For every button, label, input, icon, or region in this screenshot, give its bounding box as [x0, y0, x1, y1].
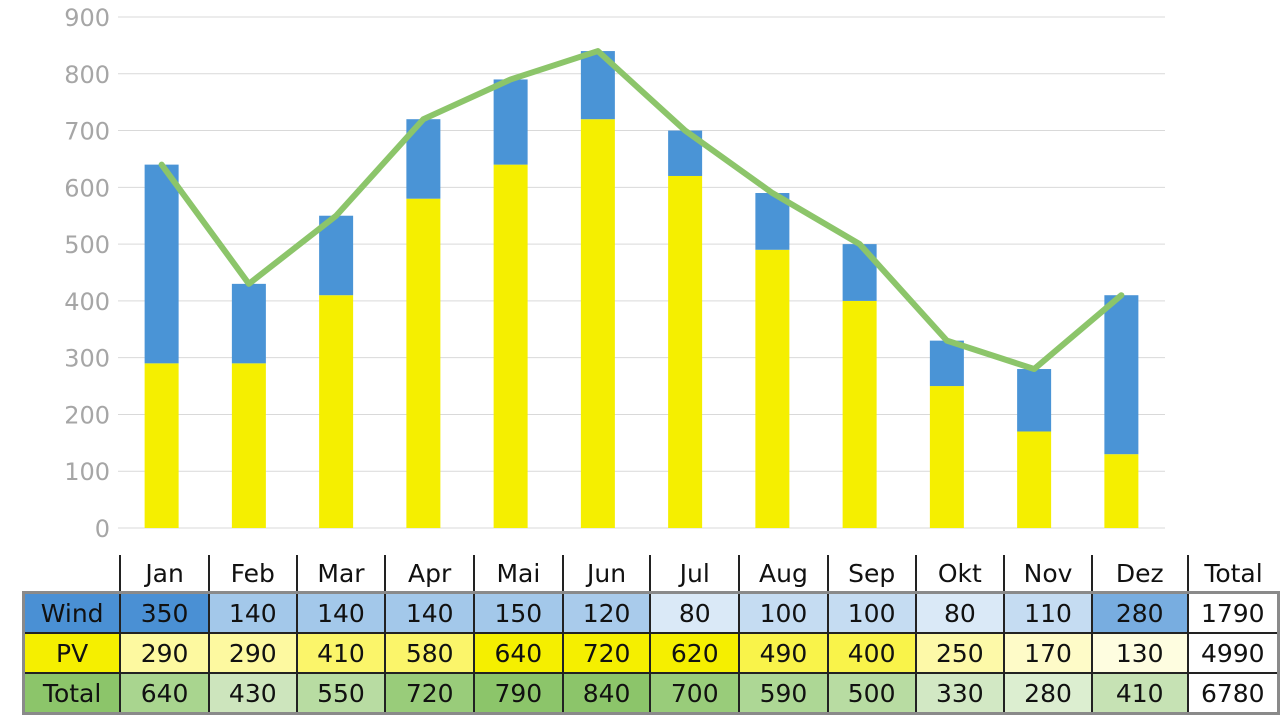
- bar-wind-mai: [493, 79, 528, 165]
- table-cell: 140: [384, 591, 476, 634]
- table-cell: 80: [649, 591, 741, 634]
- bar-wind-mar: [319, 215, 354, 296]
- table-cell: 410: [295, 632, 387, 674]
- table-cell: 840: [561, 672, 652, 715]
- table-cell: 100: [738, 591, 829, 634]
- table-cell: 500: [826, 672, 917, 715]
- bar-wind-jan: [144, 164, 179, 364]
- y-tick-label: 800: [64, 61, 110, 89]
- table-cell: 790: [473, 672, 564, 715]
- table-cell: 590: [738, 672, 829, 715]
- row-total: 4990: [1186, 632, 1280, 674]
- column-header: Jun: [561, 555, 651, 593]
- column-header: Dez: [1090, 555, 1188, 593]
- column-header: Nov: [1003, 555, 1092, 593]
- column-header: Jul: [649, 555, 740, 593]
- bar-pv-dez: [1104, 454, 1139, 528]
- table-cell: 640: [119, 672, 210, 715]
- column-header: Sep: [826, 555, 916, 593]
- bar-pv-mar: [319, 295, 354, 528]
- row-label: PV: [22, 632, 122, 674]
- y-tick-label: 500: [64, 231, 110, 259]
- bar-pv-aug: [755, 249, 790, 529]
- bar-pv-apr: [406, 198, 441, 528]
- row-label: Wind: [22, 591, 122, 634]
- table-cell: 490: [738, 632, 829, 674]
- bar-wind-feb: [231, 283, 266, 364]
- column-header: Apr: [384, 555, 475, 593]
- row-total: 1790: [1186, 591, 1280, 634]
- row-total: 6780: [1186, 672, 1280, 715]
- bar-pv-nov: [1017, 431, 1052, 528]
- table-cell: 130: [1090, 632, 1189, 674]
- table-row-wind: Wind 350 140 140 140 150 120 80 100 100 80 110 280 17…: [22, 591, 1280, 634]
- table-cell: 400: [826, 632, 917, 674]
- y-tick-label: 200: [64, 401, 110, 429]
- table-cell: 290: [207, 632, 298, 674]
- table-cell: 80: [914, 591, 1006, 634]
- bar-pv-mai: [493, 164, 528, 528]
- table-cell: 280: [1090, 591, 1189, 634]
- table-cell: 100: [826, 591, 917, 634]
- table-cell: 700: [649, 672, 741, 715]
- table-cell: 350: [119, 591, 210, 634]
- bar-wind-sep: [842, 244, 877, 301]
- table-cell: 580: [384, 632, 476, 674]
- table-cell: 410: [1090, 672, 1189, 715]
- stacked-bar-line-chart: 0 100 200 300 400 500 600 700 800 900: [64, 4, 1165, 543]
- table-header-row: Jan Feb Mar Apr Mai Jun Jul Aug Sep Okt Nov Dez Tota…: [24, 555, 1279, 593]
- bar-wind-okt: [929, 340, 964, 387]
- table-cell: 170: [1003, 632, 1093, 674]
- table-cell: 140: [207, 591, 298, 634]
- bar-pv-sep: [842, 300, 877, 528]
- column-header: Jan: [119, 555, 209, 593]
- column-header: Total: [1186, 555, 1279, 593]
- table-cell: 280: [1003, 672, 1093, 715]
- y-tick-label: 0: [95, 515, 110, 543]
- table-cell: 720: [561, 632, 652, 674]
- table-cell: 720: [384, 672, 476, 715]
- table-cell: 640: [473, 632, 564, 674]
- y-tick-label: 400: [64, 288, 110, 316]
- table-cell: 550: [295, 672, 387, 715]
- header-blank: [24, 555, 121, 593]
- table-row-pv: PV 290 290 410 580 640 720 620 490 400 250 170 130 49…: [22, 632, 1280, 674]
- table-cell: 620: [649, 632, 741, 674]
- y-tick-label: 100: [64, 458, 110, 486]
- line-total: [158, 48, 1125, 373]
- bar-wind-dez: [1104, 295, 1139, 455]
- bar-pv-jan: [144, 363, 179, 528]
- column-header: Okt: [914, 555, 1005, 593]
- table-cell: 430: [207, 672, 298, 715]
- bar-pv-jul: [668, 175, 703, 528]
- bar-pv-jun: [580, 119, 615, 528]
- y-tick-label: 600: [64, 174, 110, 202]
- y-tick-label: 300: [64, 345, 110, 373]
- y-tick-label: 700: [64, 118, 110, 146]
- table-row-total: Total 640 430 550 720 790 840 700 590 500 330 280 41…: [22, 672, 1280, 715]
- table-cell: 140: [295, 591, 387, 634]
- table-cell: 110: [1003, 591, 1093, 634]
- table-cell: 150: [473, 591, 564, 634]
- table-cell: 330: [914, 672, 1006, 715]
- data-table: Jan Feb Mar Apr Mai Jun Jul Aug Sep Okt Nov Dez Tota…: [22, 555, 1280, 715]
- bar-pv-okt: [929, 386, 964, 528]
- table-cell: 290: [119, 632, 210, 674]
- column-header: Mar: [295, 555, 386, 593]
- column-header: Aug: [738, 555, 828, 593]
- column-header: Feb: [207, 555, 297, 593]
- column-header: Mai: [473, 555, 563, 593]
- table-cell: 120: [561, 591, 652, 634]
- bar-pv-feb: [231, 363, 266, 528]
- y-tick-label: 900: [64, 4, 110, 32]
- row-label: Total: [22, 672, 122, 715]
- bar-wind-nov: [1017, 369, 1052, 432]
- table-cell: 250: [914, 632, 1006, 674]
